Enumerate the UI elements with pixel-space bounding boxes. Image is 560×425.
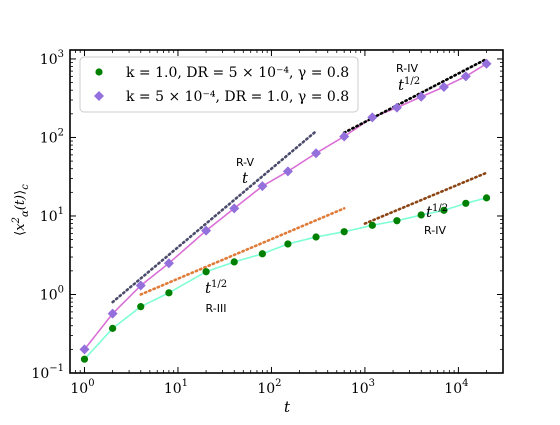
data-point-series2	[229, 203, 240, 214]
legend: k = 1.0, DR = 5 × 10⁻⁴, γ = 0.8 k = 5 × 1…	[79, 56, 359, 113]
x-axis-label: t	[284, 398, 291, 416]
fit-curve-1	[83, 197, 487, 360]
data-point-series1	[368, 221, 376, 229]
data-point-series2	[201, 225, 212, 236]
data-point-series1	[258, 250, 266, 258]
legend-marker-1	[95, 68, 103, 76]
data-point-series1	[393, 217, 401, 225]
legend-label-1: k = 1.0, DR = 5 × 10⁻⁴, γ = 0.8	[126, 65, 349, 81]
guide-line-r-v-2	[111, 129, 318, 304]
data-point-series2	[438, 81, 449, 92]
y-tick-label: 103	[40, 49, 64, 68]
annotation-regime-label: R-V	[236, 156, 255, 169]
markers-layer	[79, 58, 492, 363]
guide-line-r-iv-3	[342, 57, 488, 134]
data-point-series2	[367, 112, 378, 123]
data-point-series1	[137, 303, 145, 311]
data-point-series1	[417, 211, 425, 219]
data-point-series2	[79, 344, 90, 355]
annotation-regime-label: R-IV	[396, 62, 418, 75]
data-point-series2	[311, 148, 322, 159]
x-tick-label: 102	[257, 378, 281, 397]
x-tick-label: 104	[444, 378, 468, 397]
annotation-regime-label: R-III	[206, 302, 227, 315]
legend-label-2: k = 5 × 10⁻⁴, DR = 1.0, γ = 0.8	[126, 89, 349, 105]
y-tick-label: 101	[40, 206, 64, 225]
annotation-rv: R-Vt	[236, 156, 255, 187]
x-tick-label: 101	[164, 378, 188, 397]
y-axis-label: ⟨x2α(t)⟩c	[11, 184, 31, 236]
annotation-power-law: t	[242, 169, 249, 187]
x-tick-label: 100	[70, 378, 94, 397]
data-point-series2	[339, 131, 350, 142]
annotation-rIVbot: R-IV t1/2	[424, 203, 448, 237]
annotation-power-law: t1/2	[398, 76, 420, 94]
data-point-series1	[462, 199, 470, 207]
data-point-series1	[109, 324, 117, 332]
data-point-series1	[284, 240, 292, 248]
data-point-series2	[282, 166, 293, 177]
data-point-series1	[165, 289, 173, 297]
data-point-series2	[460, 71, 471, 82]
y-tick-label: 10−1	[31, 363, 64, 382]
plot-frame	[69, 49, 504, 374]
data-point-series2	[163, 258, 174, 269]
x-tick-label: 103	[351, 378, 375, 397]
y-tick-label: 102	[40, 127, 64, 146]
data-point-series1	[340, 228, 348, 236]
data-point-series2	[107, 308, 118, 319]
legend-box	[79, 56, 359, 113]
guide-line-r-iii-1	[139, 207, 346, 296]
legend-marker-2	[94, 91, 104, 101]
annotation-regime-label: R-IV	[424, 224, 446, 237]
annotation-power-law: t1/2	[205, 279, 227, 297]
axes-layer: 100 101 102 103 104 10−1 100 101 102 103	[31, 49, 504, 397]
annotation-power-law: t1/2	[426, 203, 448, 221]
data-point-series2	[135, 280, 146, 291]
data-point-series2	[257, 181, 268, 192]
guide-line-r-iv-4	[363, 171, 488, 225]
annotation-rIII: R-III t1/2	[205, 279, 227, 315]
data-point-series2	[416, 91, 427, 102]
data-point-series1	[482, 194, 491, 202]
data-point-series2	[391, 102, 402, 113]
data-point-series1	[202, 268, 210, 276]
data-point-series1	[230, 258, 238, 266]
data-point-series1	[80, 355, 89, 363]
data-point-series1	[312, 233, 320, 241]
data-point-series1	[440, 206, 448, 214]
guide-lines-layer	[111, 57, 488, 304]
svg-text:⟨x2α(t)⟩c: ⟨x2α(t)⟩c	[11, 184, 31, 236]
y-tick-label: 100	[40, 284, 64, 303]
data-point-series2	[481, 58, 492, 69]
